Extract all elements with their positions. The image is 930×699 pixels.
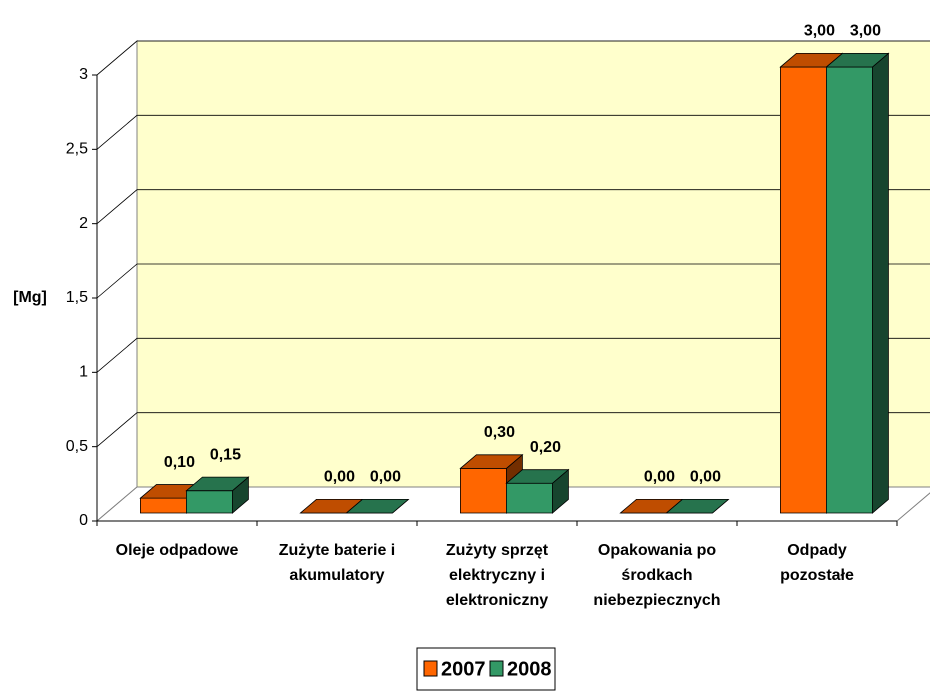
y-axis-label: [Mg] bbox=[13, 289, 47, 306]
y-tick-label: 2,5 bbox=[66, 141, 88, 158]
x-tick-label: Odpady bbox=[787, 542, 847, 559]
bar bbox=[505, 468, 570, 514]
grid-line bbox=[96, 114, 930, 150]
bar-front bbox=[185, 490, 233, 514]
bar-top bbox=[459, 454, 524, 469]
legend: 2007 2008 bbox=[416, 647, 556, 691]
legend-label: 2008 bbox=[507, 658, 552, 680]
value-label: 0,10 bbox=[164, 454, 195, 471]
legend-box bbox=[416, 647, 556, 691]
x-tick-label: Opakowania po bbox=[598, 542, 716, 559]
grid-line bbox=[96, 189, 930, 224]
x-tick-label: niebezpiecznych bbox=[593, 592, 720, 609]
value-label: 0,00 bbox=[324, 469, 355, 486]
x-tick-label: Oleje odpadowe bbox=[116, 542, 239, 559]
grid-line bbox=[96, 263, 930, 299]
value-label: 0,00 bbox=[690, 469, 721, 486]
x-tick-label: elektroniczny bbox=[446, 592, 548, 609]
y-tick-label: 0,5 bbox=[66, 438, 88, 455]
bar-front bbox=[826, 66, 873, 514]
bar-front bbox=[459, 468, 507, 514]
bar-top bbox=[665, 499, 730, 514]
value-label: 3,00 bbox=[804, 23, 835, 40]
bar bbox=[825, 52, 890, 514]
bar-front bbox=[780, 66, 827, 514]
x-tick-label: Zużyty sprzęt bbox=[446, 542, 549, 559]
y-tick-label: 1 bbox=[79, 364, 88, 381]
x-tick-label: akumulatory bbox=[289, 567, 384, 584]
legend-swatch bbox=[489, 660, 504, 677]
y-tick-label: 1,5 bbox=[66, 289, 88, 306]
bar bbox=[345, 499, 410, 514]
x-tick-label: elektryczny i bbox=[449, 567, 545, 584]
x-tick-label: środkach bbox=[621, 567, 692, 584]
bar-top bbox=[505, 469, 570, 484]
value-label: 0,15 bbox=[210, 446, 241, 463]
y-tick-label: 0 bbox=[79, 512, 88, 529]
value-label: 0,00 bbox=[370, 469, 401, 486]
y-tick-label: 3 bbox=[79, 66, 88, 83]
x-tick-label: pozostałe bbox=[780, 567, 854, 584]
value-label: 0,30 bbox=[484, 424, 515, 441]
grid-line bbox=[96, 337, 930, 373]
legend-swatch bbox=[423, 660, 438, 677]
bar-top bbox=[345, 499, 410, 514]
x-tick-label: Zużyte baterie i bbox=[279, 542, 395, 559]
bar-side bbox=[872, 52, 889, 514]
bar bbox=[185, 476, 250, 514]
legend-label: 2007 bbox=[441, 658, 486, 680]
y-tick-label: 2 bbox=[79, 215, 88, 232]
bar-front bbox=[505, 482, 553, 514]
bar-top bbox=[185, 476, 250, 492]
bar-front bbox=[139, 497, 187, 514]
value-label: 0,00 bbox=[644, 469, 675, 486]
bar-top bbox=[825, 53, 890, 68]
grid-line bbox=[96, 40, 930, 76]
value-label: 3,00 bbox=[850, 23, 881, 40]
bar bbox=[665, 499, 730, 514]
grid-line bbox=[96, 412, 930, 447]
value-label: 0,20 bbox=[530, 439, 561, 456]
